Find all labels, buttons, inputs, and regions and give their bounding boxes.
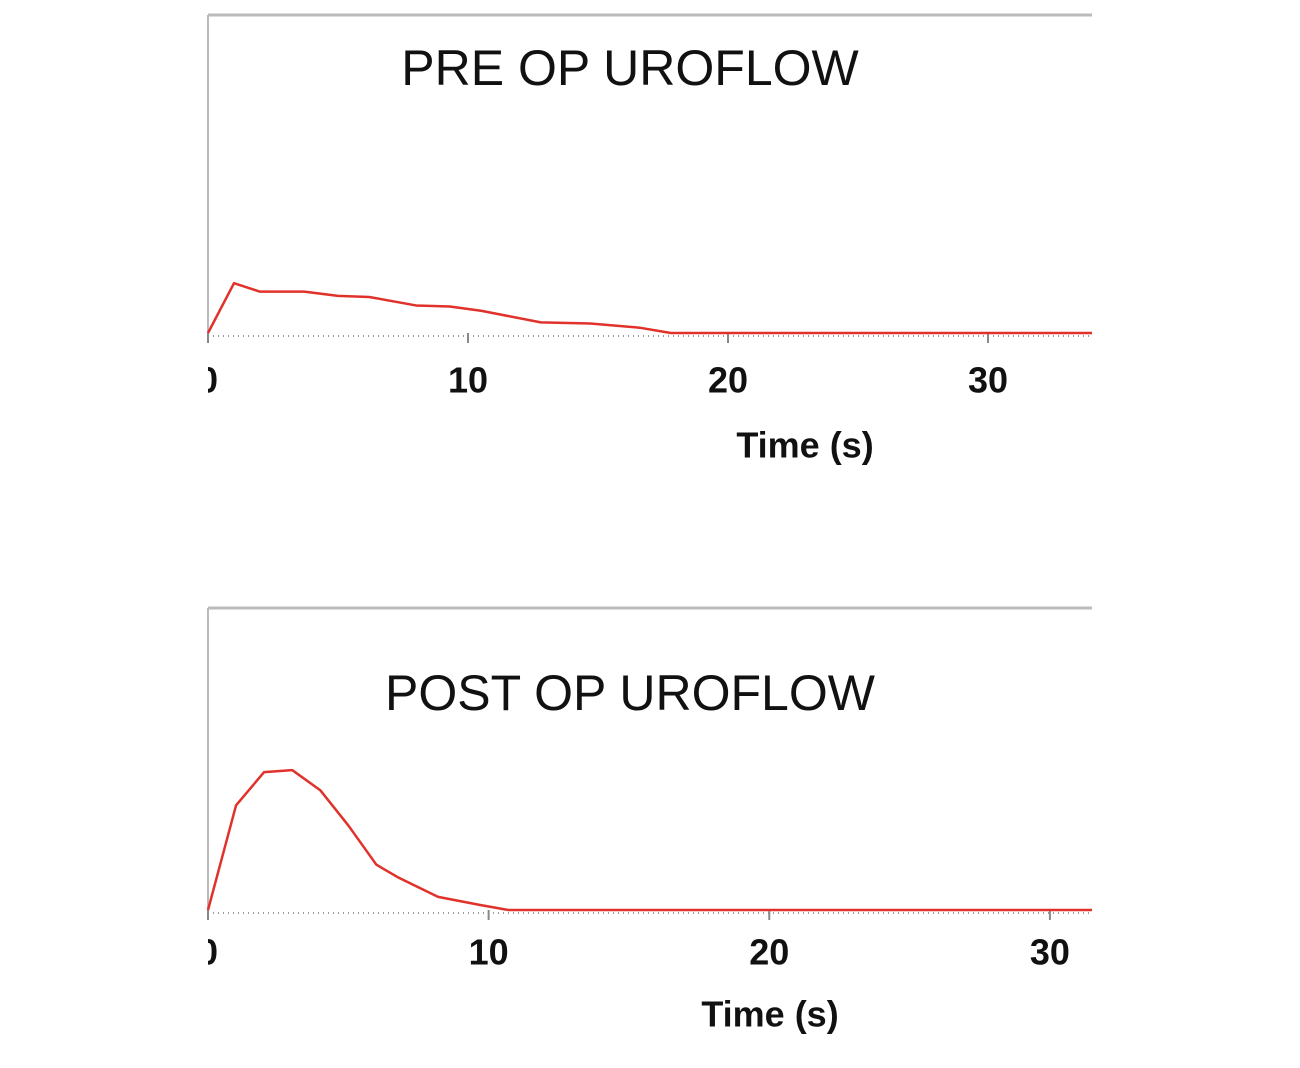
x-tick-label: 30 [1030, 932, 1070, 973]
flow-line [206, 768, 1092, 912]
x-tick-label: 30 [968, 360, 1008, 401]
x-axis-label: Time (s) [736, 425, 873, 466]
chart-title: PRE OP UROFLOW [401, 40, 859, 96]
chart-title: POST OP UROFLOW [385, 665, 876, 721]
chart: POST OP UROFLOW 0 10 20 30 Time (s) [198, 606, 1092, 1035]
flow-line [206, 281, 1092, 335]
x-axis-label: Time (s) [701, 994, 838, 1035]
chart: PRE OP UROFLOW 0 10 20 30 Time (s) [198, 13, 1092, 466]
x-tick-label: 0 [198, 360, 218, 401]
x-tick-label: 20 [749, 932, 789, 973]
x-tick-label: 0 [198, 932, 218, 973]
x-tick-label: 20 [708, 360, 748, 401]
x-tick-label: 10 [448, 360, 488, 401]
x-tick-label: 10 [469, 932, 509, 973]
